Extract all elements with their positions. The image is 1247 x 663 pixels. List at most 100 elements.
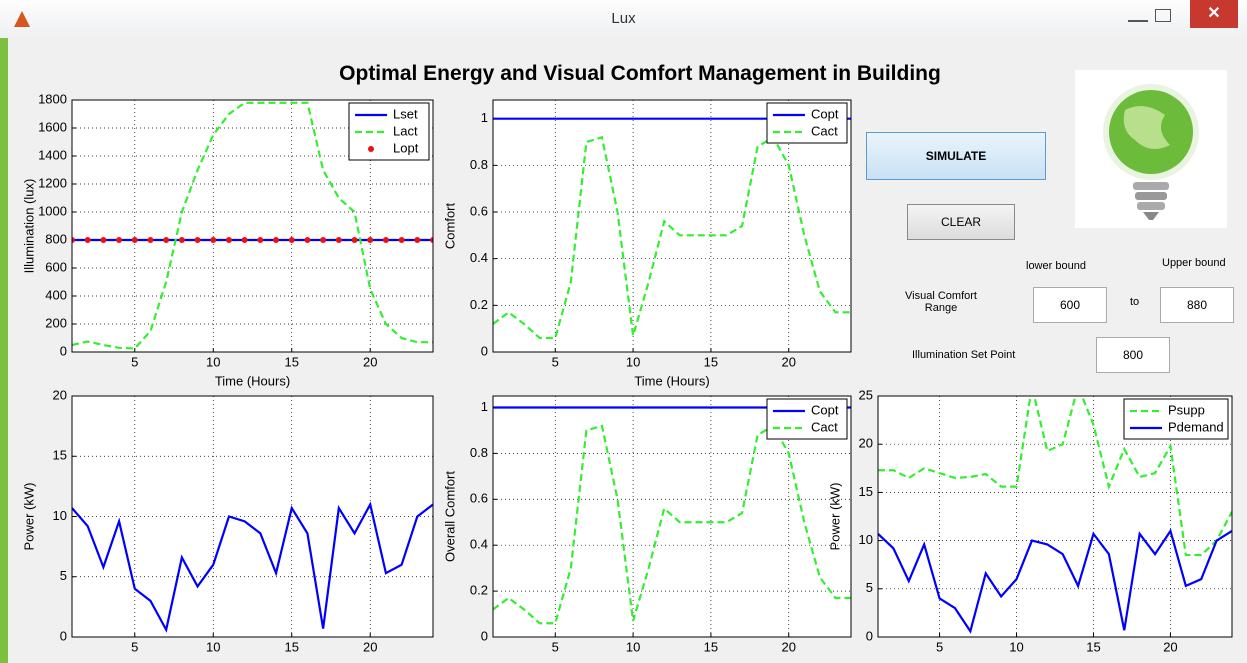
upper-bound-input[interactable]: 880 xyxy=(1160,287,1234,323)
range-label: Visual Comfort Range xyxy=(905,290,977,314)
y-tick-label: 0.6 xyxy=(470,203,488,218)
y-tick-label: 0.6 xyxy=(470,491,488,506)
y-tick-label: 25 xyxy=(859,387,873,402)
series-point xyxy=(383,237,389,243)
x-tick-label: 5 xyxy=(552,639,559,654)
y-tick-label: 200 xyxy=(45,315,67,330)
x-tick-label: 20 xyxy=(782,354,796,369)
y-axis-label: Overall Comfort xyxy=(442,471,457,562)
series-point xyxy=(304,237,310,243)
y-tick-label: 0 xyxy=(60,628,67,643)
y-tick-label: 0.8 xyxy=(470,157,488,172)
y-tick-label: 0 xyxy=(866,628,873,643)
y-tick-label: 1400 xyxy=(38,147,67,162)
x-axis-label: Time (Hours) xyxy=(634,373,709,388)
x-tick-label: 15 xyxy=(1086,639,1100,654)
x-tick-label: 15 xyxy=(704,639,718,654)
y-tick-label: 0.2 xyxy=(470,583,488,598)
series-point xyxy=(163,237,169,243)
y-tick-label: 0 xyxy=(481,343,488,358)
legend-label: Cact xyxy=(811,419,838,434)
plot: 510152005101520Power (kW) xyxy=(21,387,433,654)
y-tick-label: 1000 xyxy=(38,203,67,218)
heading: Optimal Energy and Visual Comfort Manage… xyxy=(0,62,1247,86)
y-tick-label: 15 xyxy=(859,484,873,499)
series-point xyxy=(147,237,153,243)
y-tick-label: 5 xyxy=(866,580,873,595)
x-tick-label: 5 xyxy=(131,354,138,369)
y-tick-label: 15 xyxy=(53,448,67,463)
series-point xyxy=(210,237,216,243)
legend-label: Copt xyxy=(811,106,839,121)
y-tick-label: 1800 xyxy=(38,91,67,106)
series-point xyxy=(100,237,106,243)
setpoint-label: Illumination Set Point xyxy=(912,349,1015,361)
simulate-button[interactable]: SIMULATE xyxy=(866,132,1046,180)
lower-bound-label: lower bound xyxy=(1026,260,1086,272)
y-tick-label: 0.4 xyxy=(470,250,488,265)
series-point xyxy=(414,237,420,243)
y-axis-label: Illumination (lux) xyxy=(21,179,36,274)
series-point xyxy=(195,237,201,243)
legend-label: Lact xyxy=(393,123,418,138)
y-tick-label: 10 xyxy=(53,508,67,523)
series-point xyxy=(273,237,279,243)
y-tick-label: 0.2 xyxy=(470,297,488,312)
series-point xyxy=(320,237,326,243)
legend: Psupp Pdemand xyxy=(1124,399,1228,439)
series-point xyxy=(289,237,295,243)
y-tick-label: 1 xyxy=(481,399,488,414)
x-tick-label: 10 xyxy=(206,639,220,654)
y-tick-label: 400 xyxy=(45,287,67,302)
series-point xyxy=(367,237,373,243)
x-tick-label: 15 xyxy=(285,354,299,369)
legend-label: Cact xyxy=(811,123,838,138)
x-tick-label: 5 xyxy=(552,354,559,369)
series-point xyxy=(116,237,122,243)
y-tick-label: 600 xyxy=(45,259,67,274)
y-tick-label: 5 xyxy=(60,568,67,583)
upper-bound-label: Upper bound xyxy=(1162,257,1226,269)
y-tick-label: 20 xyxy=(53,387,67,402)
legend: Copt Cact xyxy=(767,103,847,143)
x-tick-label: 15 xyxy=(704,354,718,369)
y-axis-label: Power (kW) xyxy=(827,483,842,551)
bulb-graphic xyxy=(1075,70,1227,228)
app-window: Lux ✕ 5101520020040060080010001200140016… xyxy=(0,0,1247,663)
legend-label: Pdemand xyxy=(1168,419,1224,434)
y-tick-label: 1600 xyxy=(38,119,67,134)
series-point xyxy=(242,237,248,243)
y-axis-label: Power (kW) xyxy=(21,483,36,551)
x-tick-label: 10 xyxy=(1009,639,1023,654)
lower-bound-input[interactable]: 600 xyxy=(1033,287,1107,323)
x-tick-label: 10 xyxy=(626,354,640,369)
x-tick-label: 10 xyxy=(626,639,640,654)
legend-label: Psupp xyxy=(1168,402,1205,417)
x-tick-label: 20 xyxy=(363,354,377,369)
clear-button[interactable]: CLEAR xyxy=(907,204,1015,240)
legend-swatch xyxy=(368,146,374,152)
bulb-image xyxy=(1075,70,1227,228)
y-tick-label: 0.8 xyxy=(470,445,488,460)
y-tick-label: 800 xyxy=(45,231,67,246)
series-point xyxy=(399,237,405,243)
y-tick-label: 0 xyxy=(60,343,67,358)
x-tick-label: 10 xyxy=(206,354,220,369)
x-tick-label: 20 xyxy=(1163,639,1177,654)
y-tick-label: 1 xyxy=(481,110,488,125)
to-label: to xyxy=(1130,296,1139,308)
y-tick-label: 10 xyxy=(859,532,873,547)
plots: 5101520020040060080010001200140016001800… xyxy=(0,0,1247,663)
x-tick-label: 5 xyxy=(936,639,943,654)
series-point xyxy=(85,237,91,243)
y-tick-label: 1200 xyxy=(38,175,67,190)
setpoint-input[interactable]: 800 xyxy=(1096,337,1170,373)
legend-label: Lopt xyxy=(393,140,419,155)
series-point xyxy=(257,237,263,243)
series-point xyxy=(132,237,138,243)
x-tick-label: 15 xyxy=(285,639,299,654)
y-tick-label: 20 xyxy=(859,436,873,451)
x-tick-label: 20 xyxy=(363,639,377,654)
